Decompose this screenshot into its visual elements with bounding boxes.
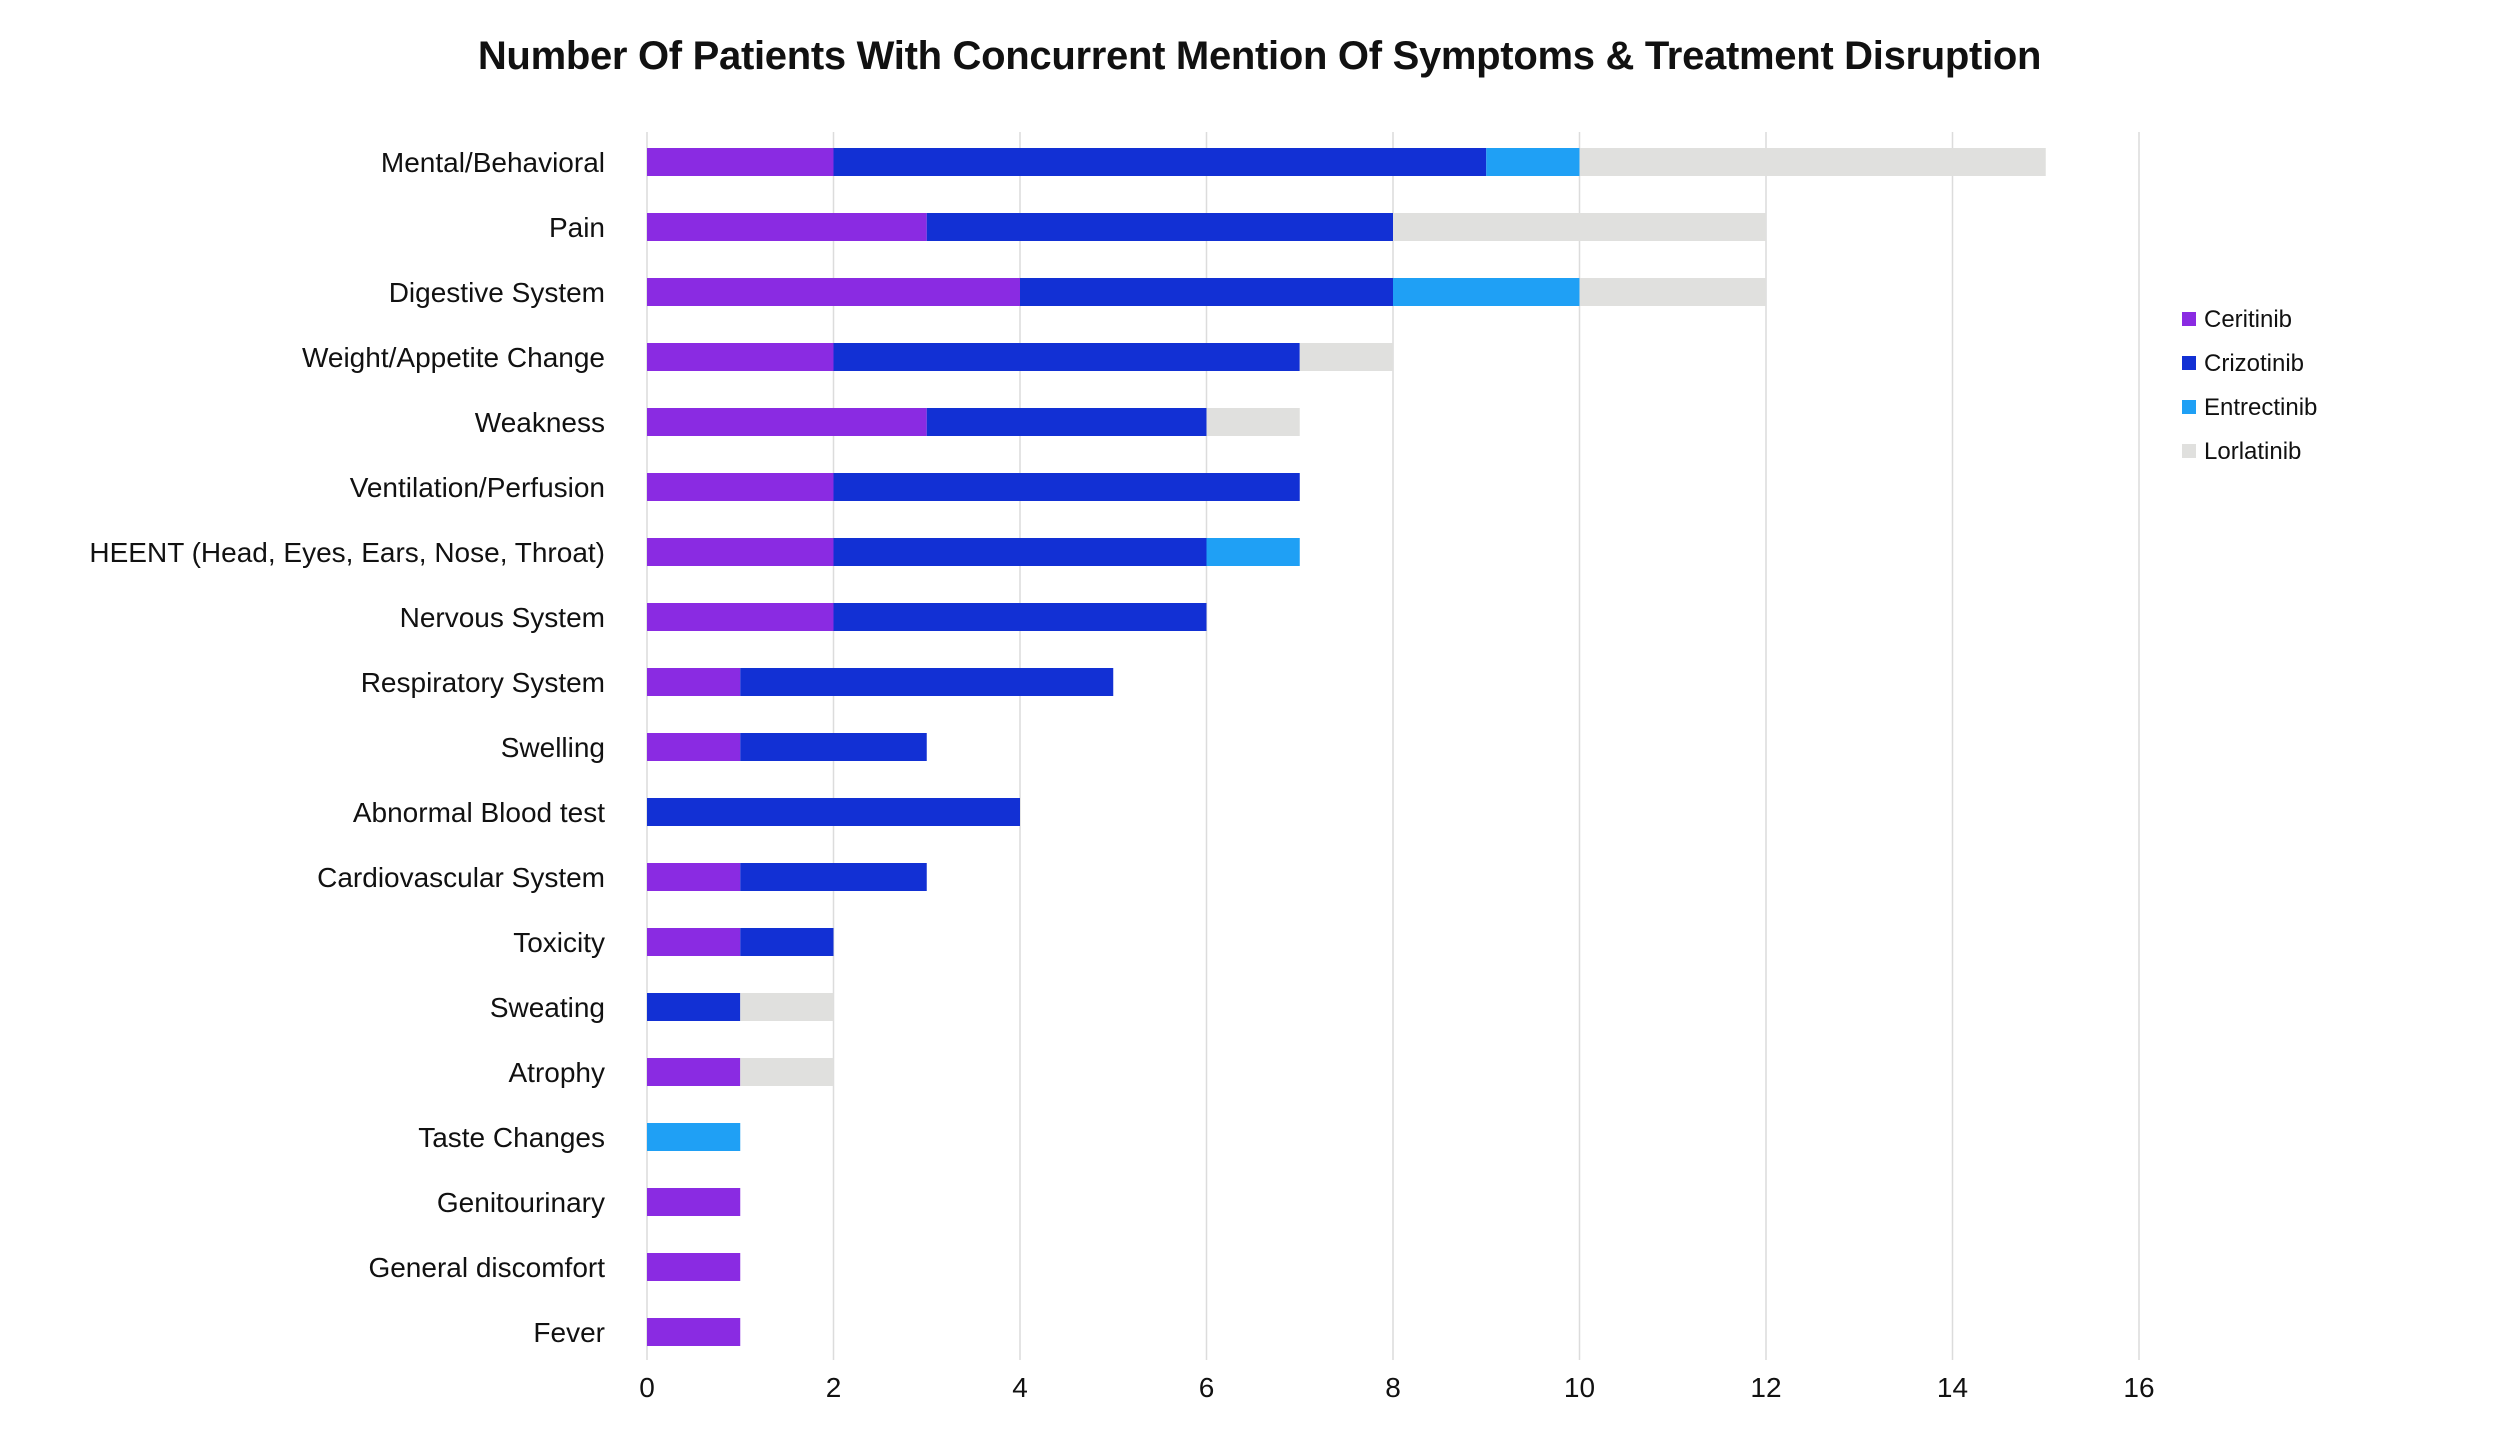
bar-segment-ceritinib [647,733,741,761]
category-label: Mental/Behavioral [381,147,605,178]
bar-segment-lorlatinib [1206,408,1300,436]
bar-segment-crizotinib [926,408,1207,436]
x-tick-label: 2 [826,1372,842,1403]
bar-segment-entrectinib [1206,538,1300,566]
category-label: General discomfort [368,1252,605,1283]
legend-label: Crizotinib [2204,350,2304,377]
bar-segment-ceritinib [647,213,927,241]
bar-segment-lorlatinib [1393,213,1766,241]
bar-segment-lorlatinib [740,1058,834,1086]
bar-segment-ceritinib [647,343,834,371]
bar-segment-crizotinib [833,473,1300,501]
bar-segment-crizotinib [833,603,1207,631]
bar-segment-crizotinib [647,798,1020,826]
bar-segment-ceritinib [647,1318,741,1346]
category-label: Abnormal Blood test [353,797,605,828]
x-tick-label: 10 [1564,1372,1595,1403]
bar-segment-ceritinib [647,538,834,566]
bar-segment-crizotinib [647,993,741,1021]
x-tick-label: 0 [639,1372,655,1403]
x-tick-label: 14 [1937,1372,1968,1403]
bar-segment-ceritinib [647,863,741,891]
legend-swatch [2182,356,2196,370]
bar-segment-crizotinib [740,733,927,761]
bar-segment-ceritinib [647,473,834,501]
legend: Ceritinib Crizotinib Entrectinib Lorlatinib [2182,306,2317,465]
bar-segment-crizotinib [833,148,1487,176]
category-label: Toxicity [513,927,605,958]
bar-segment-crizotinib [740,863,927,891]
category-label: Digestive System [389,277,605,308]
bar-segment-entrectinib [647,1123,741,1151]
legend-label: Lorlatinib [2204,438,2301,465]
bar-segment-ceritinib [647,603,834,631]
bar-segment-lorlatinib [1299,343,1393,371]
category-label: Nervous System [400,602,605,633]
category-label: Weakness [475,407,605,438]
bar-segment-entrectinib [1393,278,1580,306]
bar-segment-crizotinib [833,538,1207,566]
bar-segment-lorlatinib [1579,148,2046,176]
bar-segment-ceritinib [647,408,927,436]
bar-segment-crizotinib [926,213,1393,241]
category-label: Cardiovascular System [317,862,605,893]
category-labels: Mental/Behavioral Pain Digestive System Wei… [89,147,605,1348]
chart-title: Number Of Patients With Concurrent Menti… [477,34,2042,78]
bars [647,148,2046,1346]
legend-swatch [2182,400,2196,414]
category-label: Fever [533,1317,605,1348]
bar-segment-ceritinib [647,928,741,956]
x-tick-label: 8 [1385,1372,1401,1403]
category-label: Ventilation/Perfusion [350,472,605,503]
bar-segment-crizotinib [740,668,1114,696]
bar-segment-ceritinib [647,278,1020,306]
category-label: Taste Changes [418,1122,605,1153]
x-tick-label: 16 [2123,1372,2154,1403]
bar-segment-ceritinib [647,1253,741,1281]
bar-segment-ceritinib [647,148,834,176]
x-tick-label: 12 [1750,1372,1781,1403]
legend-label: Entrectinib [2204,394,2317,421]
category-label: Genitourinary [437,1187,605,1218]
x-tick-label: 6 [1199,1372,1215,1403]
category-label: Atrophy [509,1057,606,1088]
bar-segment-lorlatinib [1579,278,1766,306]
bar-segment-ceritinib [647,1188,741,1216]
bar-segment-entrectinib [1486,148,1580,176]
bar-segment-crizotinib [740,928,834,956]
category-label: HEENT (Head, Eyes, Ears, Nose, Throat) [89,537,605,568]
bar-segment-ceritinib [647,668,741,696]
bar-segment-crizotinib [833,343,1300,371]
x-tick-label: 4 [1012,1372,1028,1403]
bar-segment-lorlatinib [740,993,834,1021]
legend-label: Ceritinib [2204,306,2292,333]
category-label: Pain [549,212,605,243]
bar-segment-ceritinib [647,1058,741,1086]
bar-segment-crizotinib [1020,278,1393,306]
category-label: Weight/Appetite Change [302,342,605,373]
category-label: Sweating [490,992,605,1023]
legend-swatch [2182,312,2196,326]
category-label: Respiratory System [361,667,605,698]
legend-swatch [2182,444,2196,458]
x-axis-ticks: 0 2 4 6 8 10 12 14 16 [639,1372,2154,1403]
category-label: Swelling [501,732,605,763]
